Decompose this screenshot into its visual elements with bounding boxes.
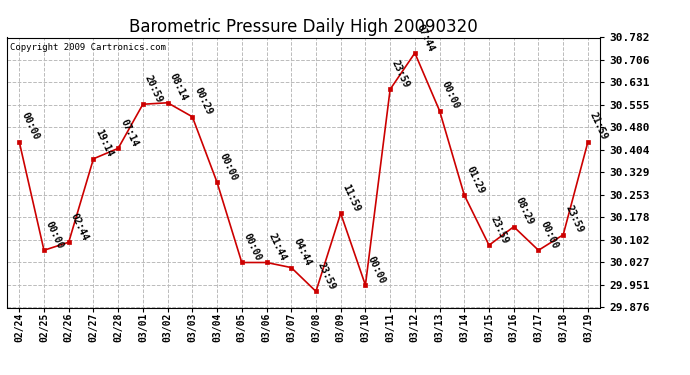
Text: 21:44: 21:44	[266, 232, 288, 262]
Text: 00:00: 00:00	[44, 219, 66, 250]
Text: 23:59: 23:59	[563, 204, 584, 235]
Text: 23:59: 23:59	[316, 261, 337, 291]
Text: 01:29: 01:29	[464, 164, 486, 195]
Text: 19:14: 19:14	[93, 128, 115, 159]
Text: 00:29: 00:29	[193, 86, 214, 117]
Text: 02:44: 02:44	[69, 211, 90, 242]
Title: Barometric Pressure Daily High 20090320: Barometric Pressure Daily High 20090320	[129, 18, 478, 36]
Text: 00:00: 00:00	[440, 80, 461, 111]
Text: 00:00: 00:00	[538, 219, 560, 250]
Text: 00:00: 00:00	[241, 232, 264, 262]
Text: 21:59: 21:59	[588, 111, 609, 142]
Text: 00:00: 00:00	[217, 152, 239, 182]
Text: 00:00: 00:00	[19, 111, 41, 142]
Text: 07:44: 07:44	[415, 22, 436, 53]
Text: 07:14: 07:14	[118, 117, 139, 148]
Text: 08:14: 08:14	[168, 72, 189, 103]
Text: 00:00: 00:00	[366, 254, 387, 285]
Text: 20:59: 20:59	[143, 74, 164, 104]
Text: 23:59: 23:59	[489, 214, 511, 245]
Text: 04:44: 04:44	[291, 237, 313, 268]
Text: 23:59: 23:59	[390, 58, 412, 89]
Text: 11:59: 11:59	[341, 183, 362, 213]
Text: 08:29: 08:29	[514, 196, 535, 227]
Text: Copyright 2009 Cartronics.com: Copyright 2009 Cartronics.com	[10, 43, 166, 52]
